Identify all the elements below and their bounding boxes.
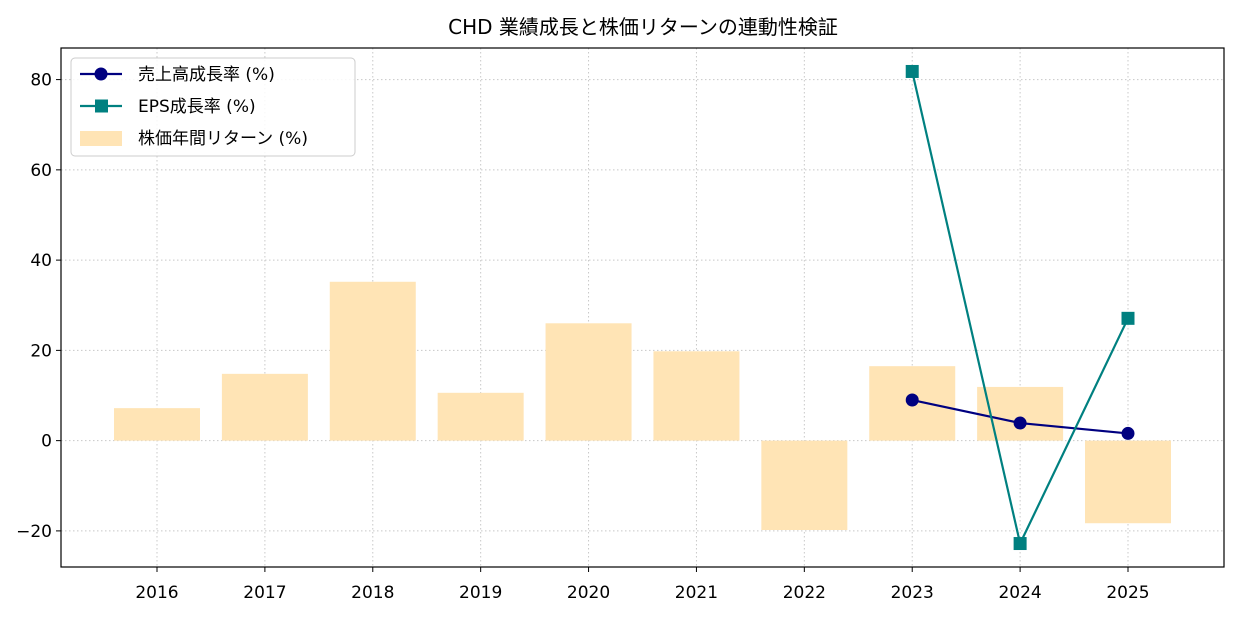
legend-box (70, 57, 356, 157)
bar-2025 (1085, 440, 1171, 524)
x-tick-label: 2019 (459, 583, 502, 603)
x-tick-label: 2022 (783, 583, 826, 603)
x-tick-label: 2016 (135, 583, 178, 603)
legend-label-bars: 株価年間リターン (%) (138, 129, 308, 149)
series-0-point-2024 (1013, 416, 1027, 430)
x-tick-label: 2021 (675, 583, 718, 603)
axis-layer: 2016 2017 2018 2019 2020 2021 2022 2023 2024 2025… (16, 71, 1150, 603)
series-0-point-2023 (905, 393, 919, 407)
chart-title: CHD 業績成長と株価リターンの連動性検証 (448, 15, 838, 39)
legend-bar-swatch (80, 131, 122, 146)
bar-2020 (545, 323, 632, 441)
series-1-point-2024 (1013, 537, 1027, 551)
x-tick-label: 2020 (567, 583, 610, 603)
bar-2018 (329, 281, 416, 441)
legend-marker-0 (94, 67, 108, 81)
y-tick-label: 80 (30, 71, 52, 91)
line-layer (905, 64, 1135, 551)
y-tick-label: 60 (30, 161, 52, 181)
y-tick-label: −20 (16, 522, 52, 542)
legend: 売上高成長率 (%) EPS成長率 (%) 株価年間リターン (%) (70, 57, 356, 157)
y-tick-label: 40 (30, 251, 52, 271)
bar-2021 (653, 351, 740, 441)
series-1-point-2025 (1121, 311, 1135, 325)
x-tick-label: 2023 (891, 583, 934, 603)
series-0-point-2025 (1121, 426, 1135, 440)
x-tick-label: 2025 (1106, 583, 1149, 603)
legend-label-0: 売上高成長率 (%) (138, 65, 275, 85)
legend-marker-1 (95, 99, 108, 113)
bar-2016 (114, 408, 200, 441)
legend-label-1: EPS成長率 (%) (138, 97, 256, 117)
x-tick-label: 2017 (243, 583, 286, 603)
x-tick-label: 2018 (351, 583, 394, 603)
plot-frame (60, 47, 1225, 568)
bar-2017 (221, 373, 308, 441)
x-tick-label: 2024 (998, 583, 1041, 603)
y-tick-label: 0 (41, 432, 52, 452)
y-tick-label: 20 (30, 341, 52, 361)
bar-2019 (437, 392, 524, 441)
series-1-point-2023 (905, 64, 919, 78)
bar-layer (114, 281, 1171, 530)
bar-2022 (761, 440, 848, 530)
